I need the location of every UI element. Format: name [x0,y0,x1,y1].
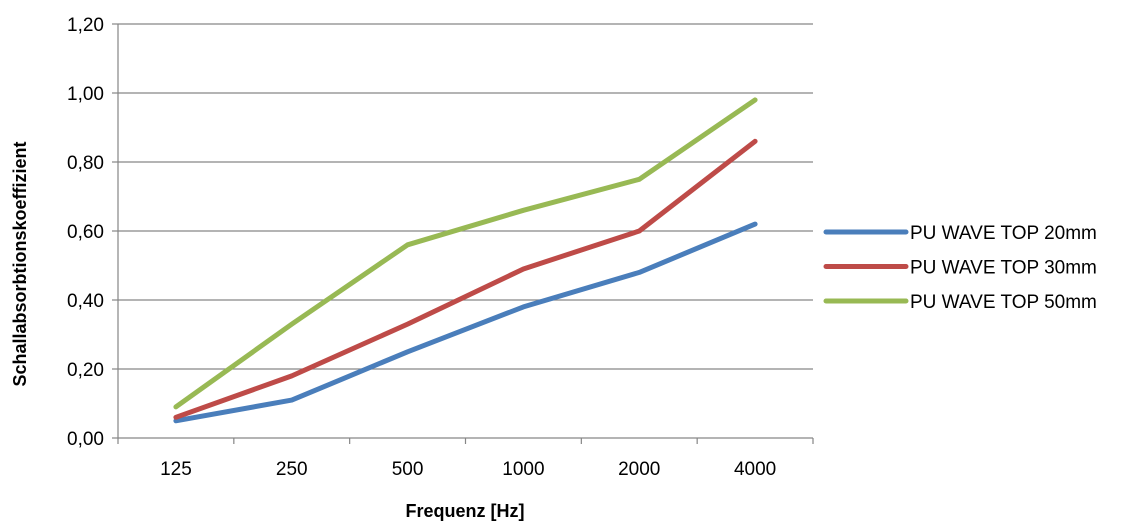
y-tick-label: 0,00 [67,429,104,450]
legend-label: PU WAVE TOP 30mm [910,258,1097,279]
y-tick-label: 1,00 [67,84,104,105]
y-axis-title: Schallabsorbtionskoeffizient [10,141,30,386]
legend: PU WAVE TOP 20mm PU WAVE TOP 30mm PU WAVE … [823,223,1097,313]
series-line-3 [173,97,758,410]
y-tick-label: 0,80 [67,153,104,174]
legend-label: PU WAVE TOP 20mm [910,223,1097,244]
gridlines [118,23,813,370]
x-tick-label: 500 [392,459,424,480]
x-tick-label: 4000 [734,459,776,480]
series-line-2 [173,138,758,420]
series-line-1 [173,221,758,424]
x-tick-label: 250 [276,459,308,480]
axes [112,23,814,444]
y-tick-label: 0,60 [67,222,104,243]
x-tick-label: 1000 [502,459,544,480]
x-tick-label: 2000 [618,459,660,480]
legend-label: PU WAVE TOP 50mm [910,292,1097,313]
y-tick-labels: 0,00 0,20 0,40 0,60 0,80 1,00 1,20 [67,15,104,450]
x-tick-label: 125 [160,459,192,480]
series-lines [173,97,758,424]
y-tick-label: 0,40 [67,291,104,312]
y-tick-label: 0,20 [67,360,104,381]
x-tick-labels: 125 250 500 1000 2000 4000 [160,459,776,480]
y-tick-label: 1,20 [67,15,104,36]
x-axis-title: Frequenz [Hz] [406,501,525,521]
